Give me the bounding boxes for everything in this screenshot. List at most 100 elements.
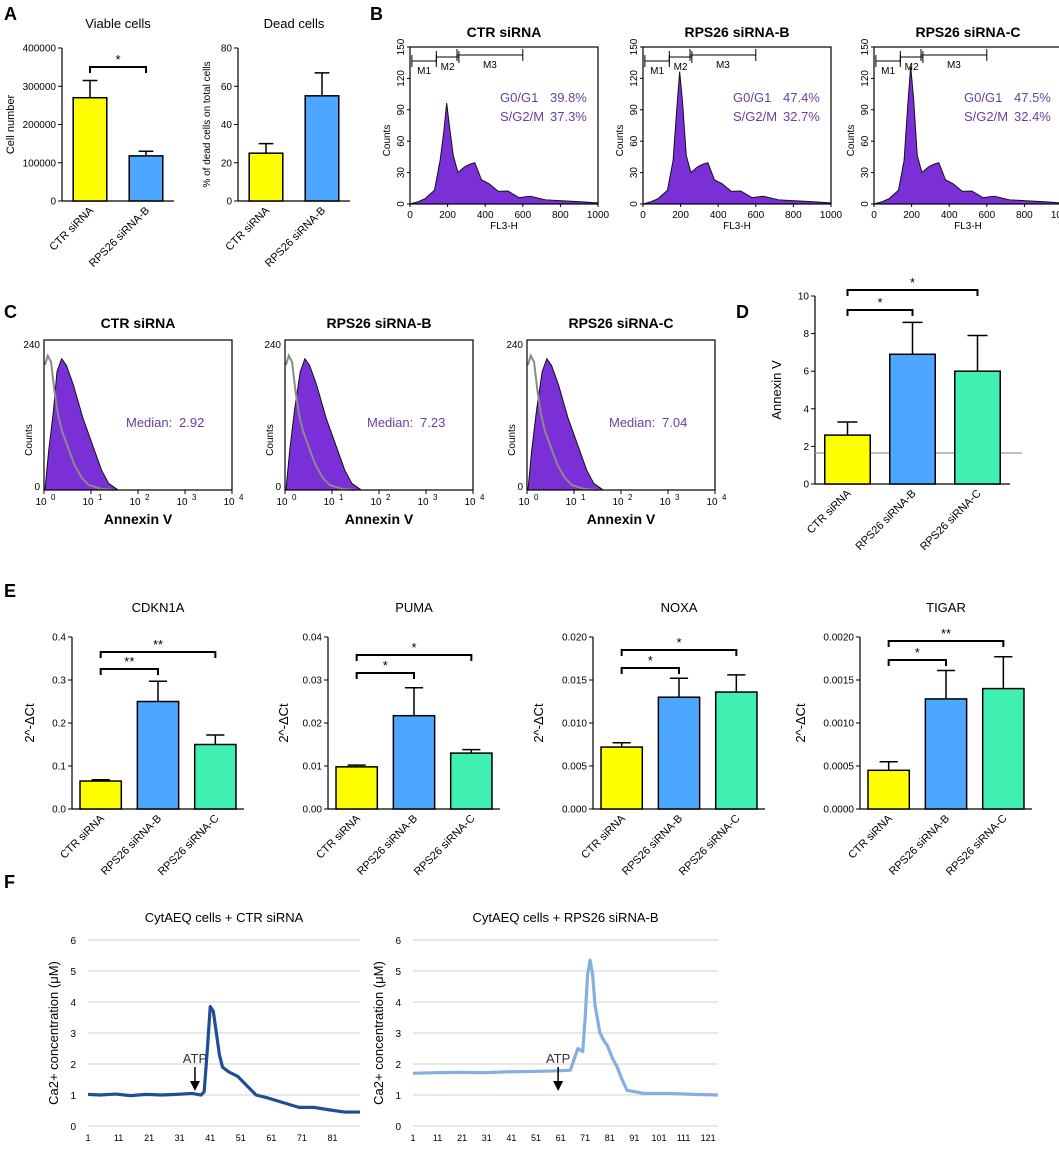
- bar: [392, 714, 436, 810]
- y-tick-label: 60: [860, 135, 871, 147]
- chart-title: NOXA: [661, 600, 698, 615]
- x-tick-label: 200: [672, 210, 689, 221]
- x-tick-label: 41: [506, 1133, 516, 1143]
- x-tick-label: 111: [677, 1133, 691, 1143]
- x-tick-label: 400: [710, 210, 727, 221]
- median-label: Median:: [367, 415, 413, 430]
- significance-label: *: [676, 635, 681, 650]
- category-label: RPS26 siRNA-B: [620, 813, 685, 878]
- y-tick-label: 4: [70, 998, 76, 1009]
- significance-label: **: [124, 654, 134, 669]
- panel-label-c: C: [4, 302, 17, 322]
- x-tick-label: 10: [464, 497, 476, 508]
- histogram-area: [642, 71, 832, 205]
- x-tick-label: 51: [531, 1133, 541, 1143]
- y-axis-label: Counts: [507, 424, 518, 456]
- gate-label: M2: [905, 62, 919, 73]
- g0g1-value: 39.8%: [550, 90, 587, 105]
- y-tick-label: 0: [395, 1122, 401, 1133]
- y-tick-label: 0: [226, 197, 232, 208]
- x-tick-label: 10: [518, 497, 530, 508]
- y-tick-label: 1: [395, 1091, 401, 1102]
- y-axis-label: Counts: [382, 125, 393, 157]
- sg2m-value: 32.4%: [1014, 109, 1051, 124]
- panel-label-e: E: [4, 581, 16, 601]
- bar: [954, 370, 1001, 485]
- x-tick-label: 10: [176, 497, 188, 508]
- x-tick-label: 101: [651, 1133, 666, 1143]
- bar: [193, 743, 237, 810]
- category-label: CTR siRNA: [805, 487, 854, 536]
- g0g1-label: G0/G1: [964, 90, 1002, 105]
- y-tick-label: 0.02: [303, 719, 323, 730]
- panel-label-a: A: [4, 4, 17, 24]
- y-tick-label: 0.2: [52, 719, 66, 730]
- y-tick-label: 0.000: [562, 805, 587, 816]
- bar: [136, 700, 180, 810]
- x-tick-label: 0: [640, 210, 646, 221]
- x-tick-label: 81: [605, 1133, 615, 1143]
- x-tick-exponent: 4: [722, 493, 727, 502]
- y-bottom-label: 0: [275, 482, 281, 493]
- y-tick-label: 4: [803, 404, 809, 415]
- significance-bracket: [846, 289, 979, 296]
- y-tick-label: 0.4: [52, 633, 66, 644]
- control-histogram: [526, 352, 598, 491]
- g0g1-value: 47.4%: [783, 90, 820, 105]
- atp-arrow-head: [189, 1081, 200, 1091]
- atp-label: ATP: [183, 1051, 207, 1066]
- gate-label: M3: [947, 60, 961, 71]
- gate-label: M1: [417, 66, 431, 77]
- y-tick-label: 0.0000: [823, 805, 854, 816]
- x-tick-label: 200: [439, 210, 456, 221]
- x-tick-label: 31: [482, 1133, 492, 1143]
- x-tick-label: 600: [747, 210, 764, 221]
- x-tick-label: 800: [1016, 210, 1033, 221]
- y-axis-label: Counts: [846, 125, 857, 157]
- significance-bracket: [846, 309, 914, 316]
- sg2m-value: 37.3%: [550, 109, 587, 124]
- y-tick-label: 0: [860, 201, 871, 207]
- y-axis-label: 2^-ΔCt: [22, 703, 37, 743]
- gate-marker: [689, 49, 757, 61]
- y-tick-label: 30: [396, 167, 407, 179]
- y-tick-label: 0.010: [562, 719, 587, 730]
- gate-marker: [920, 49, 988, 61]
- y-tick-label: 100000: [23, 158, 57, 169]
- y-axis-label: Cell number: [5, 95, 17, 155]
- bar: [600, 746, 644, 810]
- x-tick-label: 11: [114, 1133, 123, 1143]
- x-tick-label: 41: [205, 1133, 215, 1143]
- g0g1-value: 47.5%: [1014, 90, 1051, 105]
- y-tick-label: 0.0010: [823, 719, 854, 730]
- bar: [889, 353, 936, 485]
- gate-label: M2: [441, 62, 455, 73]
- bar: [867, 769, 911, 810]
- y-tick-label: 0: [803, 480, 809, 491]
- bar-chart-d: 0 2 4 6 8 10 CTR siRNA RPS26 siRNA-B RPS26 siRNA…: [769, 275, 1022, 553]
- y-axis-label: 2^-ΔCt: [531, 703, 546, 743]
- category-label: CTR siRNA: [223, 204, 272, 253]
- x-tick-label: 0: [407, 210, 413, 221]
- gate-marker: [435, 51, 460, 63]
- category-label: RPS26 siRNA-B: [87, 205, 152, 270]
- category-label: RPS26 siRNA-B: [854, 488, 919, 553]
- annexin-histogram: 10 0 10 1 10 2 10 3 10 4 Annexin V 240 0 Counts RPS26 …: [264, 315, 485, 527]
- x-tick-exponent: 3: [675, 493, 680, 502]
- y-axis-label: 2^-ΔCt: [793, 703, 808, 743]
- significance-bracket: [887, 640, 1005, 647]
- significance-bracket: [620, 649, 738, 656]
- plot-frame: [642, 46, 832, 205]
- x-tick-label: 91: [629, 1133, 639, 1143]
- panel-label-d: D: [736, 302, 749, 322]
- x-tick-label: 10: [276, 497, 288, 508]
- x-tick-exponent: 1: [581, 493, 586, 502]
- x-tick-exponent: 2: [145, 493, 150, 502]
- sg2m-label: S/G2/M: [964, 109, 1008, 124]
- significance-bracket: [887, 659, 947, 666]
- x-tick-exponent: 2: [628, 493, 633, 502]
